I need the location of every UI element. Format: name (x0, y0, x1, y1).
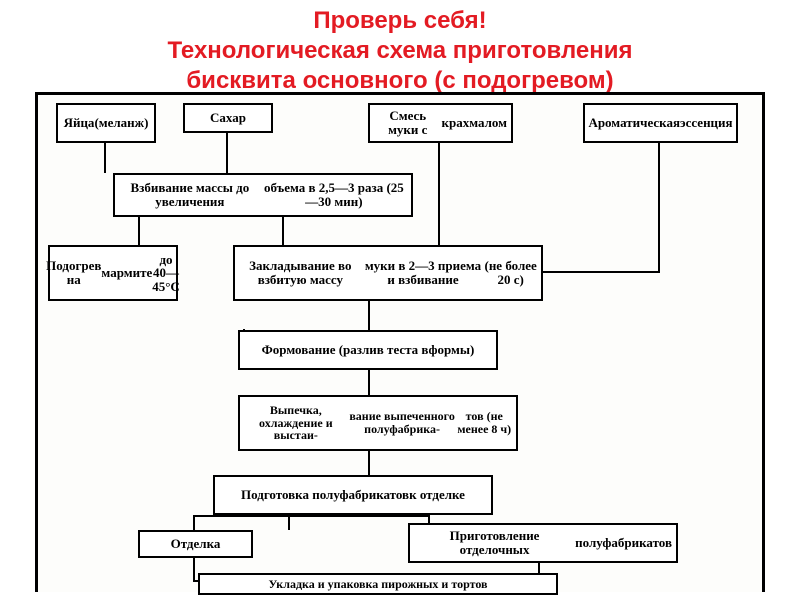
flow-node-finish: Отделка (138, 530, 253, 558)
flow-node-whip: Взбивание массы до увеличенияобъема в 2,… (113, 173, 413, 217)
flow-edge (658, 143, 660, 273)
flow-node-aroma: Ароматическаяэссенция (583, 103, 738, 143)
flow-node-decor: Приготовление отделочныхполуфабрикатов (408, 523, 678, 563)
flow-edge (193, 515, 195, 530)
flow-edge (368, 451, 370, 475)
flow-node-flourmix: Смесь муки скрахмалом (368, 103, 513, 143)
flow-node-eggs: Яйца(меланж) (56, 103, 156, 143)
flow-node-form: Формование (разлив теста вформы) (238, 330, 498, 370)
flow-node-bake: Выпечка, охлаждение и выстаи-вание выпеч… (238, 395, 518, 451)
flow-edge (543, 271, 660, 273)
flow-edge (193, 515, 290, 517)
flow-edge (282, 217, 284, 245)
flow-node-sugar: Сахар (183, 103, 273, 133)
flowchart-container: Яйца(меланж) Сахар Смесь муки скрахмалом Ар… (35, 92, 765, 592)
flow-edge (438, 143, 440, 245)
flow-edge (138, 217, 140, 245)
flow-edge (288, 515, 430, 517)
flow-edge (368, 370, 370, 395)
flow-node-prep: Подготовка полуфабрикатовк отделке (213, 475, 493, 515)
flow-edge (368, 301, 370, 330)
flow-node-heat: Подогрев намармитедо 40—45°С (48, 245, 178, 301)
flowchart: Яйца(меланж) Сахар Смесь муки скрахмалом Ар… (38, 95, 762, 592)
title-line-2: Технологическая схема приготовления (20, 36, 780, 66)
flow-edge (104, 143, 106, 173)
flow-edge (226, 133, 228, 173)
title-line-1: Проверь себя! (20, 6, 780, 36)
flow-edge (193, 558, 195, 580)
flow-node-pack: Укладка и упаковка пирожных и тортов (198, 573, 558, 595)
page-title: Проверь себя! Технологическая схема приг… (0, 0, 800, 100)
flow-node-fold: Закладывание во взбитую массумуки в 2—3 … (233, 245, 543, 301)
flow-edge (288, 515, 290, 530)
